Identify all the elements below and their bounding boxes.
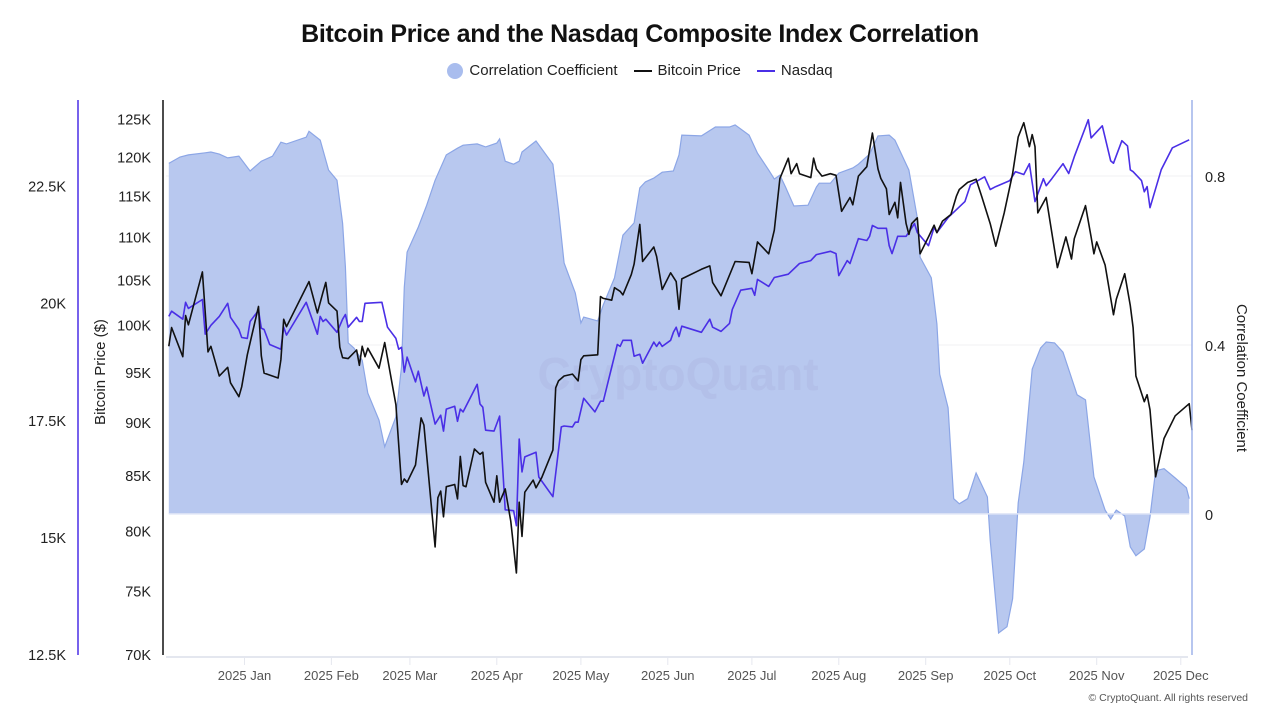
bitcoin-tick-label: 125K — [117, 113, 151, 129]
x-tick-label: 2025 Aug — [811, 668, 866, 683]
legend-item-correlation[interactable]: Correlation Coefficient — [447, 62, 618, 79]
correlation-area-layer — [168, 124, 1190, 635]
nasdaq-tick-label: 17.5K — [28, 414, 66, 430]
nasdaq-tick-label: 22.5K — [28, 180, 66, 196]
x-tick-label: 2025 May — [552, 668, 610, 683]
legend-item-nasdaq[interactable]: Nasdaq — [756, 62, 833, 79]
nasdaq-line — [168, 118, 1190, 527]
bitcoin-tick-label: 75K — [125, 584, 151, 600]
bitcoin-tick-label: 120K — [117, 150, 151, 166]
legend-label-nasdaq: Nasdaq — [780, 62, 833, 79]
bitcoin-tick-label: 70K — [125, 648, 151, 664]
correlation-area — [168, 124, 1190, 634]
line-layer — [168, 118, 1193, 574]
bitcoin-tick-label: 80K — [125, 525, 151, 541]
legend-label-bitcoin: Bitcoin Price — [657, 62, 741, 79]
bitcoin-swatch-icon — [633, 69, 652, 72]
bitcoin-axis-label: Bitcoin Price ($) — [92, 319, 109, 425]
bitcoin-tick-label: 85K — [125, 469, 151, 485]
correlation-tick-label: 0.4 — [1205, 339, 1225, 355]
axes: 12.5K 15K 17.5K 20K 22.5K 70K 75K 80K 85K 90K 95K 1… — [28, 100, 1225, 683]
bitcoin-tick-label: 105K — [117, 274, 151, 290]
bitcoin-tick-label: 110K — [118, 231, 151, 247]
x-tick-label: 2025 Nov — [1069, 668, 1125, 683]
nasdaq-swatch-icon — [756, 69, 775, 72]
legend-label-correlation: Correlation Coefficient — [469, 62, 618, 79]
correlation-outline — [168, 124, 1190, 635]
bitcoin-line — [168, 121, 1193, 574]
bitcoin-tick-label: 115K — [118, 190, 151, 206]
bitcoin-tick-label: 95K — [125, 366, 151, 382]
watermark-logo: CryptoQuant — [537, 348, 818, 400]
correlation-swatch-icon — [447, 62, 464, 79]
x-tick-label: 2025 Apr — [471, 668, 524, 683]
legend-item-bitcoin[interactable]: Bitcoin Price — [633, 62, 741, 79]
x-tick-label: 2025 Dec — [1153, 668, 1209, 683]
bitcoin-tick-label: 100K — [117, 319, 151, 335]
chart-title: Bitcoin Price and the Nasdaq Composite I… — [301, 20, 979, 48]
copyright-notice: © CryptoQuant. All rights reserved — [1088, 692, 1248, 704]
x-tick-label: 2025 Feb — [304, 668, 359, 683]
bitcoin-tick-label: 90K — [125, 416, 151, 432]
x-tick-label: 2025 Oct — [983, 668, 1036, 683]
nasdaq-tick-label: 15K — [40, 531, 66, 547]
correlation-tick-label: 0 — [1205, 508, 1213, 524]
correlation-axis-label: Correlation Coefficient — [1233, 304, 1250, 453]
x-tick-label: 2025 Jan — [218, 668, 272, 683]
nasdaq-tick-label: 20K — [40, 297, 66, 313]
x-tick-label: 2025 Jul — [727, 668, 776, 683]
correlation-tick-label: 0.8 — [1205, 170, 1225, 186]
nasdaq-tick-label: 12.5K — [28, 648, 66, 664]
x-tick-label: 2025 Mar — [382, 668, 438, 683]
x-tick-label: 2025 Sep — [898, 668, 954, 683]
legend: Correlation Coefficient Bitcoin Price Na… — [0, 62, 1280, 79]
x-tick-label: 2025 Jun — [641, 668, 695, 683]
